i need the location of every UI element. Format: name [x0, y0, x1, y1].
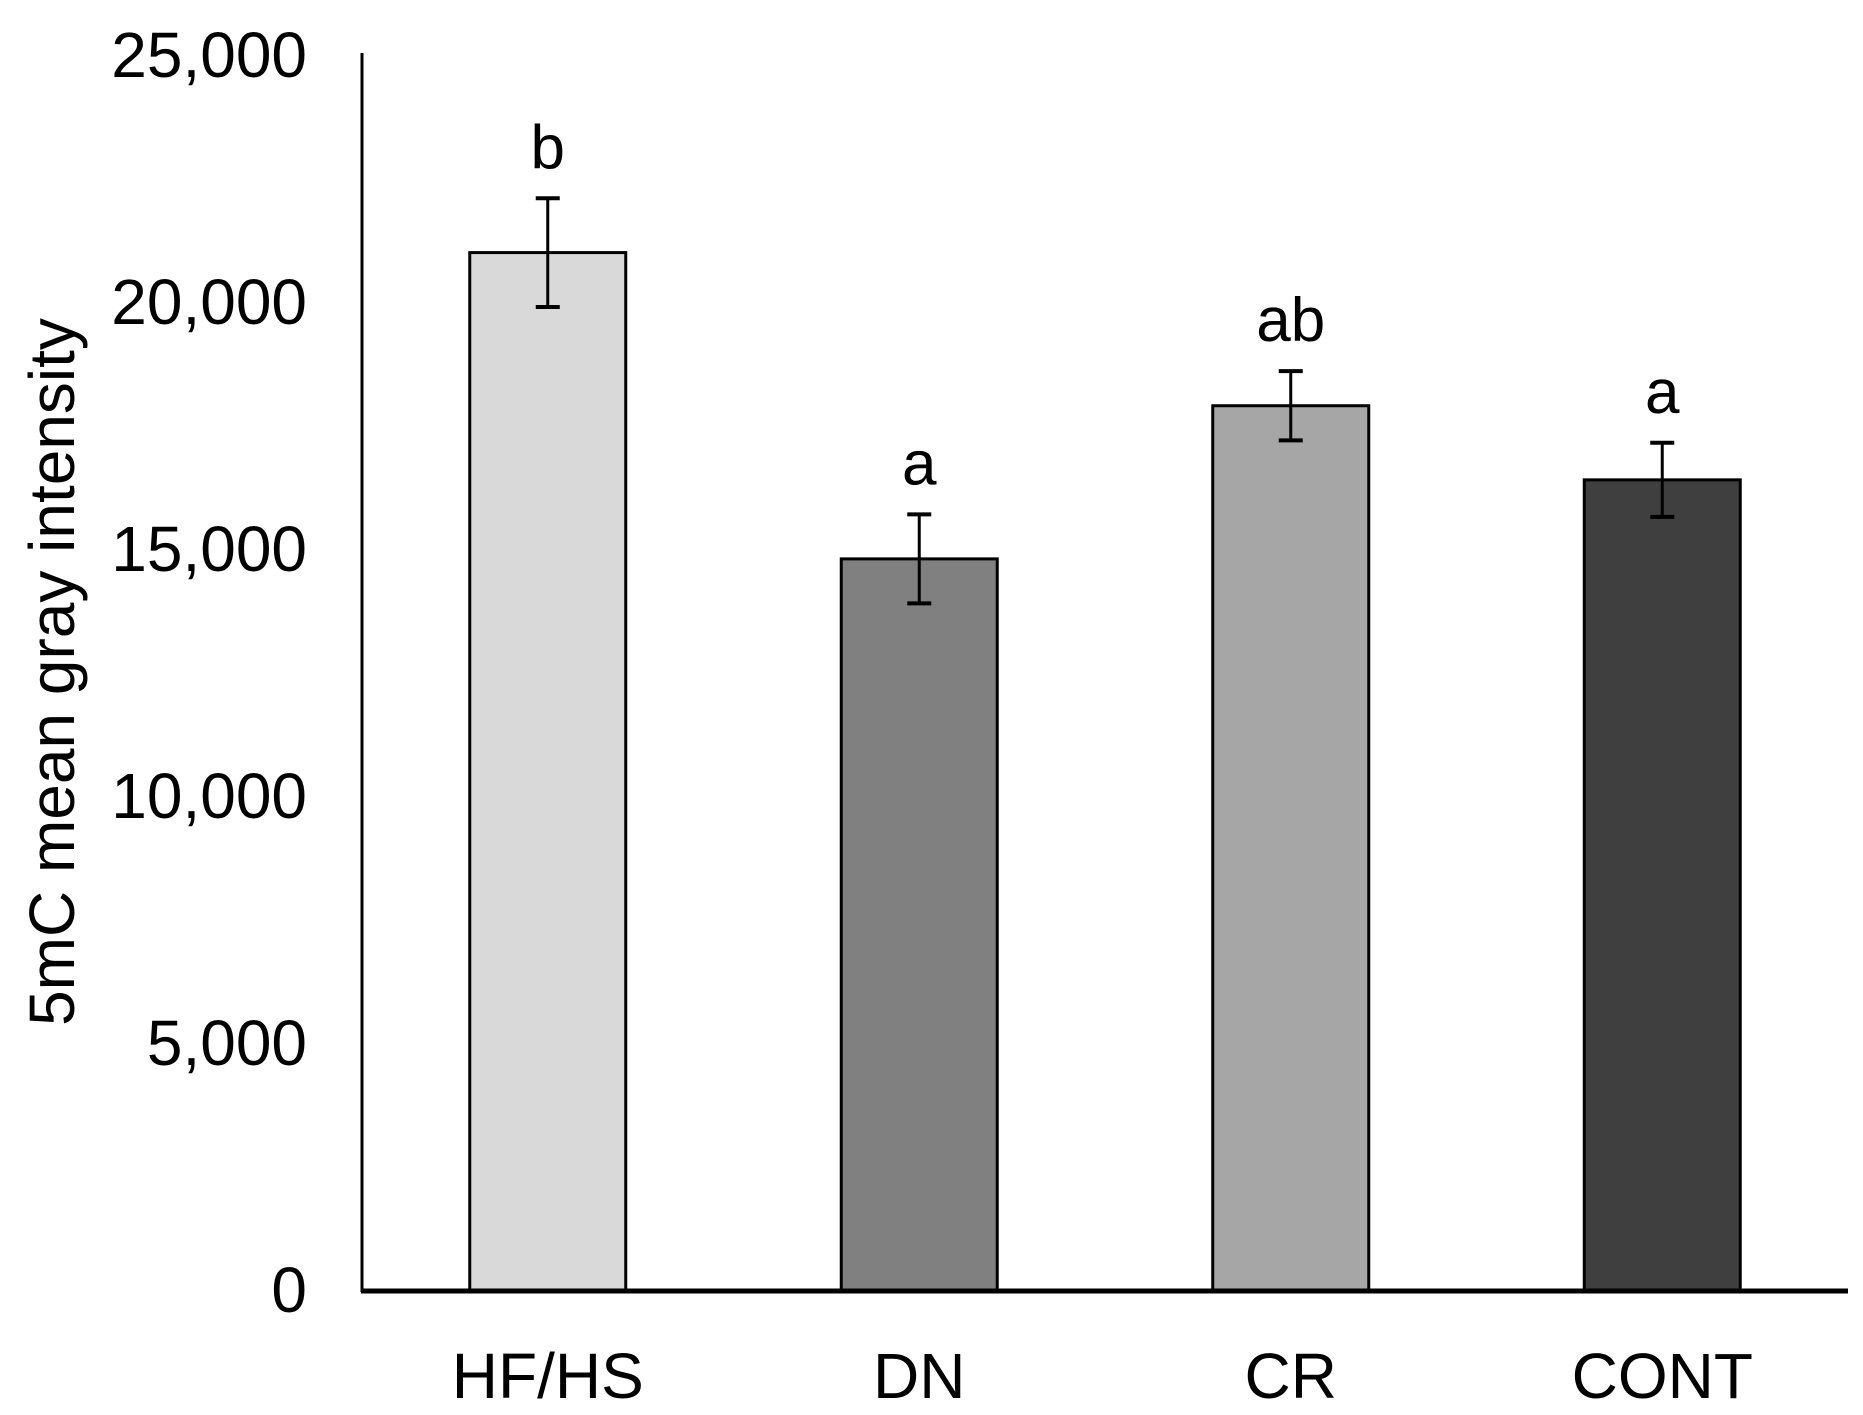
x-category-label: HF/HS [452, 1340, 644, 1412]
y-tick-label: 20,000 [111, 266, 307, 338]
x-category-label: CR [1245, 1340, 1337, 1412]
y-tick-label: 25,000 [111, 19, 307, 91]
bar-dn [839, 557, 999, 1292]
significance-letter: a [1645, 358, 1680, 427]
y-tick-label: 5,000 [147, 1007, 307, 1079]
y-tick-label: 10,000 [111, 760, 307, 832]
y-tick-label: 15,000 [111, 513, 307, 585]
x-category-label: DN [873, 1340, 965, 1412]
significance-letter: b [531, 113, 565, 182]
significance-letter: ab [1256, 286, 1325, 355]
y-tick-label: 0 [271, 1254, 307, 1326]
significance-letter: a [902, 429, 937, 498]
bar-cont [1582, 478, 1742, 1292]
bar-cr [1211, 404, 1371, 1292]
y-axis-title: 5mC mean gray intensity [16, 318, 88, 1026]
bar-hf-hs [468, 251, 628, 1292]
x-category-label: CONT [1572, 1340, 1753, 1412]
